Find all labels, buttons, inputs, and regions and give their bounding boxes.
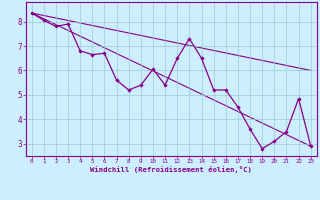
X-axis label: Windchill (Refroidissement éolien,°C): Windchill (Refroidissement éolien,°C) [90, 166, 252, 173]
